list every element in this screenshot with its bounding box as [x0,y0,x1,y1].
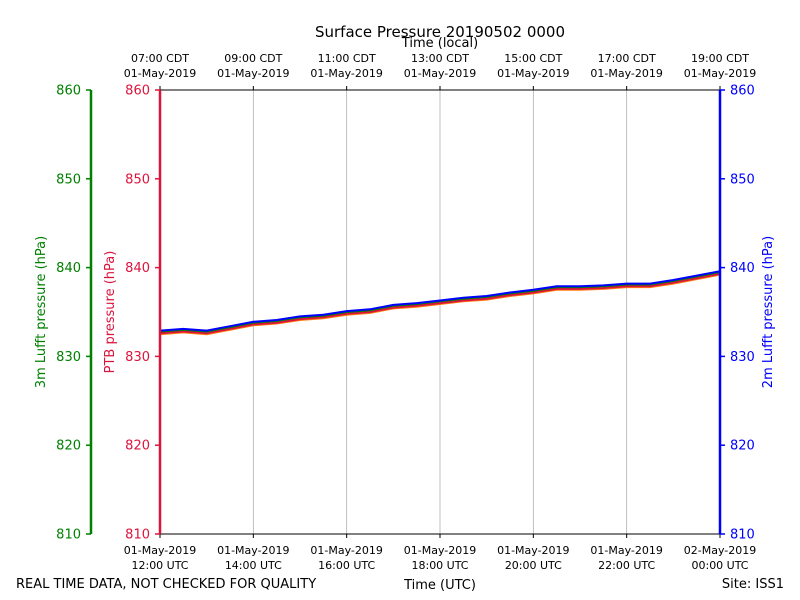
lufft2m-tick-label: 850 [730,172,755,187]
top-tick-label-date: 01-May-2019 [217,67,289,80]
ptb-tick-label: 850 [125,172,150,187]
top-tick-label-date: 01-May-2019 [404,67,476,80]
lufft2m-axis-label: 2m Lufft pressure (hPa) [761,236,776,388]
bottom-tick-label-time: 18:00 UTC [411,559,468,572]
top-tick-label-date: 01-May-2019 [684,67,756,80]
lufft3m-tick-label: 830 [56,350,81,365]
ptb-tick-label: 840 [125,261,150,276]
bottom-tick-label-date: 01-May-2019 [124,544,196,557]
top-tick-label-date: 01-May-2019 [590,67,662,80]
lufft2m-tick-label: 810 [730,528,755,543]
lufft3m-tick-label: 850 [56,172,81,187]
lufft2m-tick-label: 860 [730,84,755,99]
quality-disclaimer: REAL TIME DATA, NOT CHECKED FOR QUALITY [16,577,316,592]
series-line [159,272,721,335]
top-tick-label-time: 09:00 CDT [224,52,282,65]
lufft2m-tick-label: 840 [730,261,755,276]
bottom-tick-label-time: 22:00 UTC [598,559,655,572]
ptb-tick-label: 860 [125,84,150,99]
top-axis-label: Time (local) [401,36,478,51]
lufft3m-tick-label: 820 [56,439,81,454]
lufft2m-tick-label: 820 [730,439,755,454]
top-tick-label-date: 01-May-2019 [497,67,569,80]
lufft3m-tick-label: 810 [56,528,81,543]
top-tick-label-time: 19:00 CDT [691,52,749,65]
top-tick-label-date: 01-May-2019 [310,67,382,80]
ptb-tick-label: 830 [125,350,150,365]
bottom-tick-label-time: 12:00 UTC [131,559,188,572]
bottom-tick-label-date: 02-May-2019 [684,544,756,557]
ptb-axis-label: PTB pressure (hPa) [103,251,118,374]
bottom-tick-label-time: 00:00 UTC [691,559,748,572]
top-tick-label-time: 17:00 CDT [598,52,656,65]
bottom-tick-label-date: 01-May-2019 [217,544,289,557]
bottom-tick-label-date: 01-May-2019 [310,544,382,557]
bottom-tick-label-date: 01-May-2019 [590,544,662,557]
lufft3m-tick-label: 840 [56,261,81,276]
series-line [159,270,721,332]
ptb-tick-label: 810 [125,528,150,543]
lufft2m-tick-label: 830 [730,350,755,365]
bottom-tick-label-date: 01-May-2019 [497,544,569,557]
site-label: Site: ISS1 [722,577,784,592]
top-tick-label-time: 15:00 CDT [504,52,562,65]
top-tick-label-time: 13:00 CDT [411,52,469,65]
bottom-tick-label-time: 20:00 UTC [505,559,562,572]
lufft3m-axis-label: 3m Lufft pressure (hPa) [34,236,49,388]
ptb-tick-label: 820 [125,439,150,454]
bottom-tick-label-date: 01-May-2019 [404,544,476,557]
bottom-tick-label-time: 14:00 UTC [225,559,282,572]
top-tick-label-time: 11:00 CDT [318,52,376,65]
bottom-axis-label: Time (UTC) [403,578,476,593]
lufft3m-tick-label: 860 [56,84,81,99]
chart-title: Surface Pressure 20190502 0000 [315,23,565,41]
top-tick-label-date: 01-May-2019 [124,67,196,80]
bottom-tick-label-time: 16:00 UTC [318,559,375,572]
top-tick-label-time: 07:00 CDT [131,52,189,65]
